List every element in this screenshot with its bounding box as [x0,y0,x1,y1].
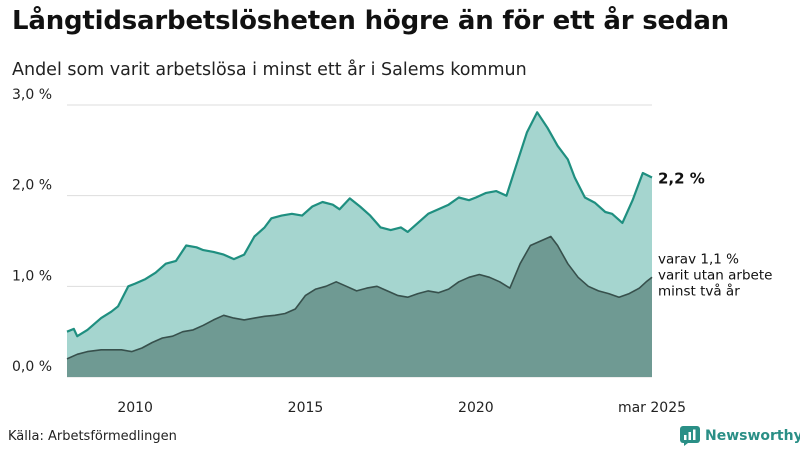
x-tick-label-2: 2020 [458,400,494,416]
x-tick-label-1: 2015 [288,400,324,416]
source-note: Källa: Arbetsförmedlingen [8,429,177,444]
y-tick-label-3: 3,0 % [12,87,52,103]
chart-title: Långtidsarbetslösheten högre än för ett … [12,6,729,36]
newsworthy-logo-icon [680,426,700,446]
end-label-total: 2,2 % [658,170,705,188]
end-label-long-line-1: varit utan arbete [658,267,772,283]
y-tick-label-0: 0,0 % [12,359,52,375]
chart-subtitle: Andel som varit arbetslösa i minst ett å… [12,60,527,80]
area-series [67,112,652,378]
line-series-0 [66,111,653,338]
area-series-1 [67,236,652,377]
line-series-1 [66,235,653,360]
y-tick-label-1: 1,0 % [12,268,52,284]
x-tick-label-3: mar 2025 [618,400,686,416]
end-label-long-line-2: minst två år [658,282,740,299]
brand-logo[interactable]: Newsworthy [680,426,800,446]
series-lines [66,111,653,360]
y-tick-label-2: 2,0 % [12,178,52,194]
brand-name: Newsworthy [705,428,800,444]
axis-labels: 0,0 % 1,0 % 2,0 % 3,0 % 2010 2015 2020 mar 2025 [12,87,686,416]
x-tick-label-0: 2010 [117,400,153,416]
end-label-long-line-0: varav 1,1 % [658,251,739,267]
